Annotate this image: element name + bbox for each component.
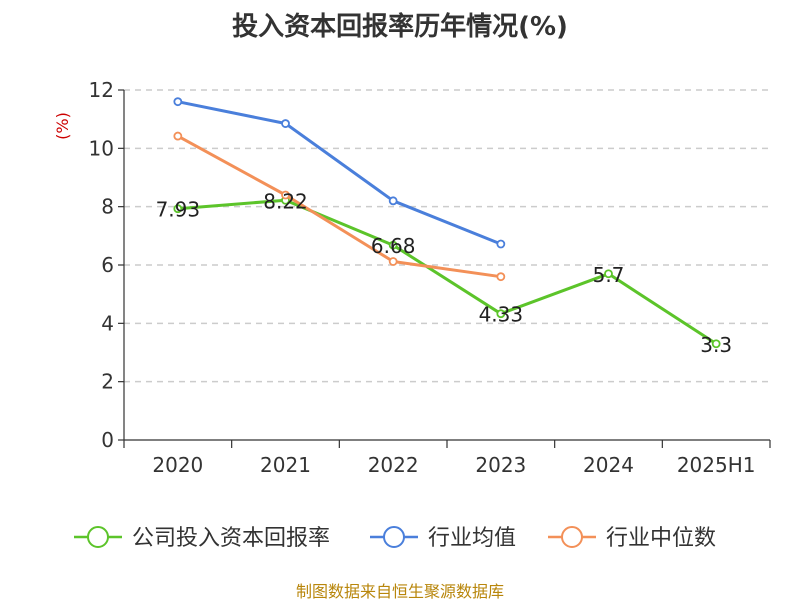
y-tick-label: 0 <box>101 428 114 452</box>
y-tick-label: 4 <box>101 311 114 335</box>
y-axis-unit-label: (%) <box>53 112 72 140</box>
source-note: 制图数据来自恒生聚源数据库 <box>295 582 504 601</box>
legend-marker <box>383 526 405 548</box>
data-label: 5.7 <box>593 263 625 287</box>
y-tick-label: 12 <box>89 78 114 102</box>
data-point <box>388 196 398 206</box>
grid-lines <box>124 89 770 383</box>
series-lines <box>173 97 721 349</box>
data-point <box>281 119 290 128</box>
data-point <box>496 309 506 319</box>
data-point <box>281 190 290 200</box>
data-labels: 7.93 8.22 6.68 4.33 5.7 3.3 <box>156 189 733 357</box>
axes: (%) 0 2 4 6 8 10 12 2020 2021 2022 2023 2024 2025H1 <box>53 78 771 477</box>
y-tick-label: 6 <box>101 253 114 277</box>
legend-marker <box>561 526 583 548</box>
data-label: 4.33 <box>479 303 524 327</box>
series-line <box>177 100 502 246</box>
y-tick-label: 2 <box>101 370 114 394</box>
data-point <box>173 204 183 214</box>
data-point <box>173 97 183 107</box>
x-tick-label: 2021 <box>260 453 311 477</box>
data-point <box>496 272 506 282</box>
data-label: 8.22 <box>263 189 308 213</box>
legend-label: 行业中位数 <box>606 526 716 551</box>
legend: 公司投入资本回报率 行业均值 行业中位数 <box>74 526 716 551</box>
x-tick-label: 2024 <box>583 453 634 477</box>
y-tick-label: 10 <box>89 136 114 160</box>
data-point <box>496 239 506 249</box>
data-label: 3.3 <box>700 333 732 357</box>
legend-marker <box>87 526 109 548</box>
data-point <box>173 131 183 141</box>
legend-label: 行业均值 <box>428 526 516 551</box>
chart-title: 投入资本回报率历年情况(%) <box>232 12 568 42</box>
data-label: 6.68 <box>371 234 416 258</box>
x-tick-label: 2023 <box>475 453 526 477</box>
x-tick-label: 2025H1 <box>677 453 756 477</box>
series-line <box>177 198 718 346</box>
y-tick-label: 8 <box>101 195 114 219</box>
data-label: 7.93 <box>156 198 201 222</box>
x-tick-label: 2020 <box>152 453 203 477</box>
data-point <box>388 257 398 266</box>
data-point <box>604 269 613 279</box>
legend-label: 公司投入资本回报率 <box>132 526 330 551</box>
x-tick-label: 2022 <box>368 453 419 477</box>
data-point <box>711 339 721 349</box>
data-point <box>388 240 398 250</box>
series-line <box>177 134 502 279</box>
